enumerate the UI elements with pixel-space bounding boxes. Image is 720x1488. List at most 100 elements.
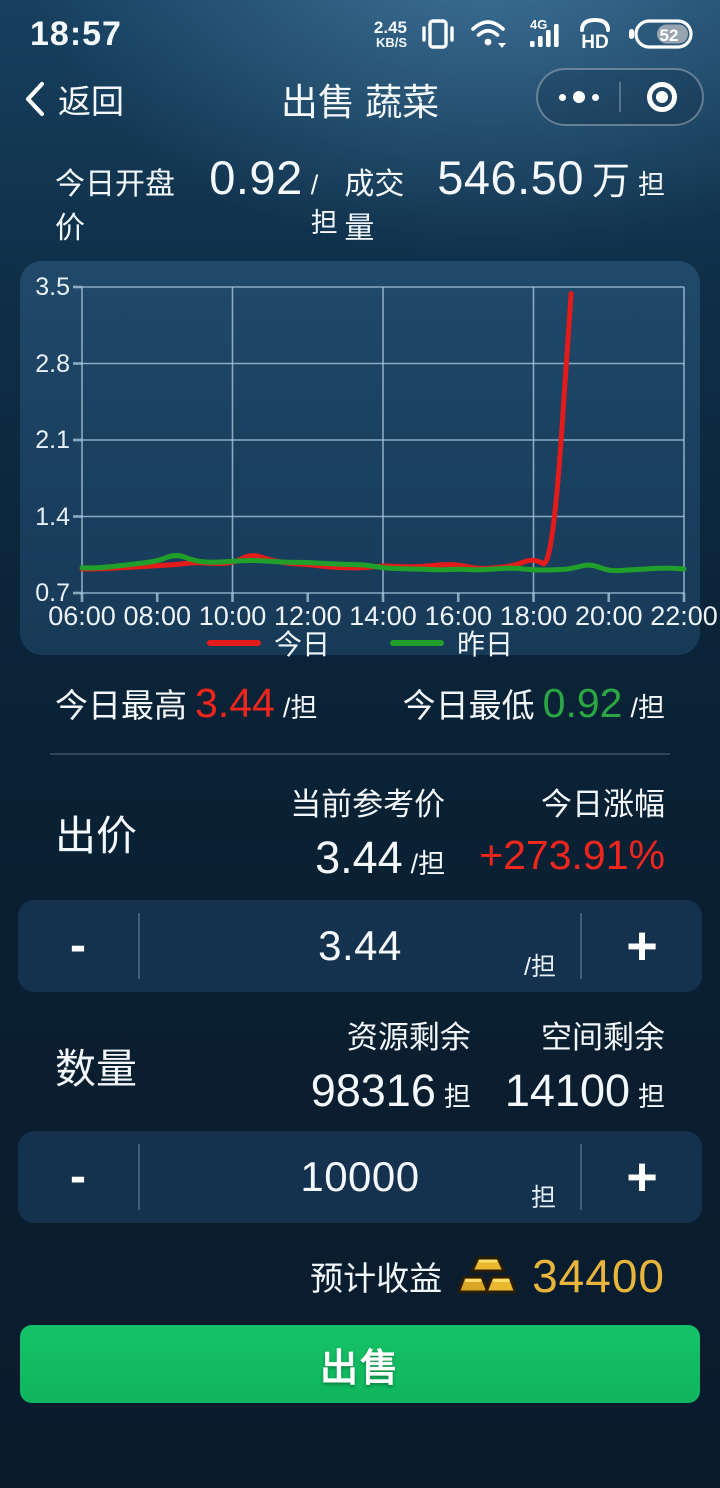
exit-button[interactable] [621,70,702,124]
reference-price-unit: /担 [410,849,446,879]
daily-change-column: 今日涨幅 +273.91% [479,779,665,884]
stepper-divider [138,913,140,979]
open-price-group: 今日开盘价 0.92 /担 [55,150,344,247]
x-axis-label: 06:00 [48,601,116,631]
today-low-group: 今日最低 0.92 /担 [403,679,665,727]
legend-item: 今日 [206,623,330,663]
price-value: 3.44 [318,922,402,969]
space-remaining-column: 空间剩余 14100 担 [505,1012,665,1117]
series-line [79,553,687,574]
page-title: 出售 蔬菜 [280,82,440,123]
network-speed-unit: KB/S [375,35,407,50]
back-button[interactable]: 返回 [24,75,124,123]
y-axis-label: 2.1 [35,426,70,454]
clock: 18:57 [30,14,122,53]
legend-swatch [206,640,261,646]
legend-swatch [390,640,444,646]
stepper-divider [138,1144,140,1210]
space-remaining-value: 14100 [504,1065,630,1116]
x-axis-label: 20:00 [574,601,643,631]
price-decrease-button[interactable]: - [18,900,138,992]
quantity-value: 10000 [300,1153,420,1200]
capsule-divider [619,82,621,112]
x-axis-label: 18:00 [499,601,568,631]
chart-canvas [73,285,687,602]
volume-label: 成交量 [344,168,405,245]
estimated-income-value: 34400 [532,1250,665,1302]
back-label: 返回 [58,83,124,120]
today-low-value: 0.92 [542,680,623,726]
space-remaining-label: 空间剩余 [541,1020,665,1055]
open-price-label: 今日开盘价 [55,168,175,245]
series-line [79,291,574,572]
x-axis-label: 14:00 [349,601,417,631]
battery-percent: 52 [660,26,679,45]
quantity-section-label: 数量 [55,1045,137,1092]
volume-unit: 担 [638,170,665,200]
x-axis-label: 16:00 [424,601,493,631]
miniprogram-capsule [536,68,704,126]
summary-row: 今日开盘价 0.92 /担 成交量 546.50 万 担 [0,150,720,247]
quantity-input-area[interactable]: 10000 担 [140,1131,580,1223]
resource-remaining-label: 资源剩余 [346,1020,471,1055]
nav-bar: 返回 出售 蔬菜 [0,68,720,130]
resource-remaining-column: 资源剩余 98316 担 [311,1012,471,1117]
y-axis-label: 3.5 [35,273,70,301]
bid-section: 出价 当前参考价 3.44 /担 今日涨幅 +273.91% [0,779,720,884]
price-input-area[interactable]: 3.44 /担 [140,900,580,992]
y-axis-label: 2.8 [35,349,70,378]
reference-price-value: 3.44 [315,832,403,883]
y-axis-label: 0.7 [35,579,70,607]
quantity-decrease-button[interactable]: - [18,1131,138,1223]
y-axis-label: 1.4 [35,502,70,531]
reference-price-column: 当前参考价 3.44 /担 [290,779,445,884]
price-stepper: - 3.44 /担 + [18,900,702,992]
sell-button[interactable]: 出售 [20,1325,700,1403]
battery-icon: 52 [629,19,693,49]
reference-price-label: 当前参考价 [290,787,446,822]
x-axis-label: 10:00 [198,601,267,631]
legend-item: 昨日 [390,623,513,663]
volume-value: 546.50 [437,151,584,204]
price-stepper-unit: /担 [524,953,556,981]
bid-info-columns: 当前参考价 3.44 /担 今日涨幅 +273.91% [290,779,665,884]
more-button[interactable] [538,70,619,124]
signal-4g-icon: 4G [530,17,559,47]
svg-text:4G: 4G [530,17,547,32]
chevron-left-icon [25,81,45,117]
wifi-icon [471,20,506,48]
x-axis-label: 12:00 [273,601,342,631]
price-increase-button[interactable]: + [582,900,702,992]
volume-group: 成交量 546.50 万 担 [344,150,665,247]
legend-label: 今日 [273,629,330,660]
today-high-unit: /担 [282,693,318,723]
bid-section-label: 出价 [55,812,137,859]
quantity-stepper-unit: 担 [530,1184,556,1212]
quantity-increase-button[interactable]: + [582,1131,702,1223]
quantity-section: 数量 资源剩余 98316 担 空间剩余 14100 担 [0,1012,720,1117]
today-high-label: 今日最高 [55,687,187,724]
network-speed-indicator: 2.45 KB/S [374,19,407,49]
today-high-value: 3.44 [195,680,275,726]
stepper-divider [580,913,582,979]
price-chart: 0.7 1.4 2.1 2.8 3.5 06:00 08:00 10:00 12:00 14:00… [20,261,718,660]
section-divider [50,753,670,755]
chart-legend: 今日 昨日 [20,623,700,663]
daily-change-value: +273.91% [479,832,665,878]
estimated-income-row: 预计收益 34400 [0,1249,720,1303]
vibrate-icon [422,19,454,49]
x-axis-label: 08:00 [123,601,192,631]
status-bar: 18:57 2.45 KB/S 4G [0,0,720,56]
legend-label: 昨日 [457,629,514,660]
x-axis-label: 22:00 [650,601,718,631]
resource-remaining-value: 98316 [310,1065,436,1116]
today-low-label: 今日最低 [402,687,535,724]
more-dots-icon [558,91,599,103]
quantity-info-columns: 资源剩余 98316 担 空间剩余 14100 担 [311,1012,665,1117]
open-price-unit: /担 [310,170,338,238]
stepper-divider [580,1144,582,1210]
open-price-value: 0.92 [209,151,303,204]
space-remaining-unit: 担 [638,1082,665,1112]
today-high-group: 今日最高 3.44 /担 [55,679,317,727]
